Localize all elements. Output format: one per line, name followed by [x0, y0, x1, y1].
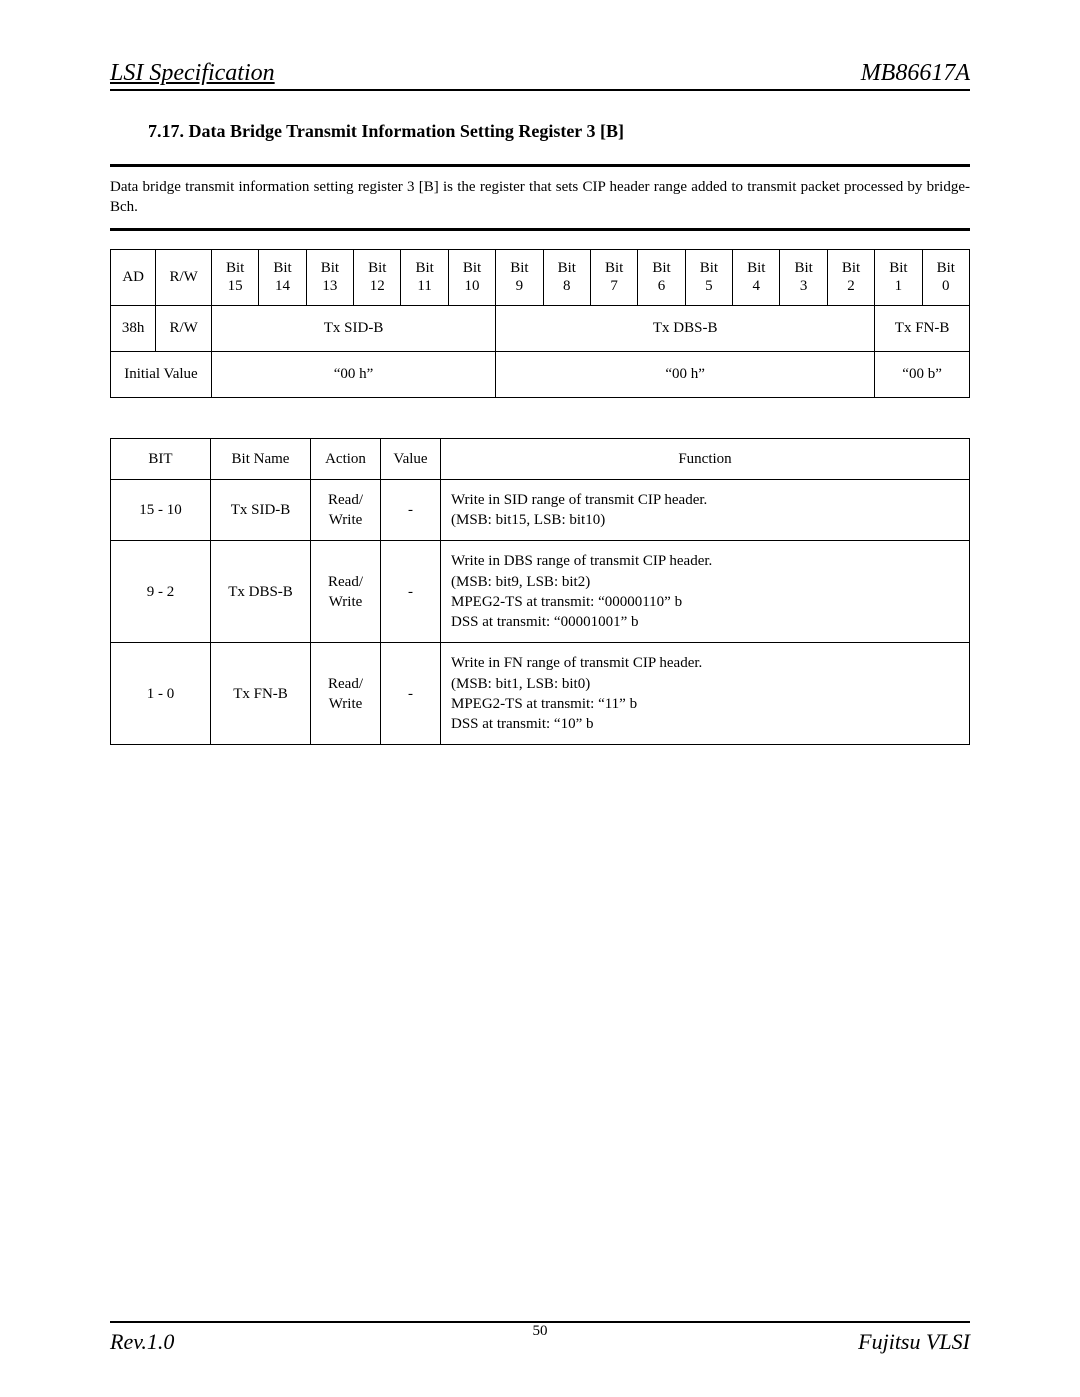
bit-header-cell: Bit4: [733, 249, 780, 305]
header-right: MB86617A: [861, 60, 970, 87]
bit-header-cell: Bit10: [448, 249, 495, 305]
bit-initial-label: Initial Value: [111, 351, 212, 397]
rule-bottom: [110, 228, 970, 231]
section-title: 7.17. Data Bridge Transmit Information S…: [148, 121, 970, 142]
bit-initial-value: “00 h”: [496, 351, 875, 397]
func-desc: Write in SID range of transmit CIP heade…: [441, 479, 970, 541]
func-header-func: Function: [441, 438, 970, 479]
func-value: -: [381, 643, 441, 745]
bit-initial-value: “00 h”: [211, 351, 495, 397]
header-left: LSI Specification: [110, 60, 275, 87]
func-header-action: Action: [311, 438, 381, 479]
page-footer: Rev.1.0 50 Fujitsu VLSI: [110, 1321, 970, 1355]
bit-initial-value: “00 b”: [875, 351, 970, 397]
bit-rw: R/W: [156, 305, 212, 351]
func-value: -: [381, 479, 441, 541]
bit-field: Tx SID-B: [211, 305, 495, 351]
bit-header-cell: Bit6: [638, 249, 685, 305]
page-header: LSI Specification MB86617A: [110, 60, 970, 91]
func-bit: 9 - 2: [111, 541, 211, 643]
bit-initial-row: Initial Value “00 h” “00 h” “00 b”: [111, 351, 970, 397]
func-action: Read/Write: [311, 541, 381, 643]
bit-header-cell: Bit15: [211, 249, 258, 305]
bit-header-rw: R/W: [156, 249, 212, 305]
func-name: Tx DBS-B: [211, 541, 311, 643]
func-value: -: [381, 541, 441, 643]
func-row: 9 - 2 Tx DBS-B Read/Write - Write in DBS…: [111, 541, 970, 643]
func-desc: Write in DBS range of transmit CIP heade…: [441, 541, 970, 643]
bit-header-cell: Bit1: [875, 249, 922, 305]
func-desc: Write in FN range of transmit CIP header…: [441, 643, 970, 745]
func-header-name: Bit Name: [211, 438, 311, 479]
bit-header-cell: Bit12: [354, 249, 401, 305]
func-bit: 1 - 0: [111, 643, 211, 745]
func-header-row: BIT Bit Name Action Value Function: [111, 438, 970, 479]
footer-page-number: 50: [533, 1323, 548, 1340]
footer-left: Rev.1.0: [110, 1329, 174, 1355]
func-name: Tx FN-B: [211, 643, 311, 745]
bit-header-cell: Bit0: [922, 249, 969, 305]
func-action: Read/Write: [311, 479, 381, 541]
bit-field: Tx DBS-B: [496, 305, 875, 351]
page: LSI Specification MB86617A 7.17. Data Br…: [0, 0, 1080, 1397]
section-description: Data bridge transmit information setting…: [110, 177, 970, 218]
bit-field: Tx FN-B: [875, 305, 970, 351]
func-row: 15 - 10 Tx SID-B Read/Write - Write in S…: [111, 479, 970, 541]
bit-layout-table: AD R/W Bit15 Bit14 Bit13 Bit12 Bit11 Bit…: [110, 249, 970, 398]
bit-header-cell: Bit11: [401, 249, 448, 305]
footer-right: Fujitsu VLSI: [858, 1329, 970, 1355]
func-bit: 15 - 10: [111, 479, 211, 541]
bit-header-cell: Bit13: [306, 249, 353, 305]
func-header-value: Value: [381, 438, 441, 479]
bit-header-cell: Bit7: [590, 249, 637, 305]
bit-header-ad: AD: [111, 249, 156, 305]
func-row: 1 - 0 Tx FN-B Read/Write - Write in FN r…: [111, 643, 970, 745]
func-name: Tx SID-B: [211, 479, 311, 541]
func-action: Read/Write: [311, 643, 381, 745]
bit-ad: 38h: [111, 305, 156, 351]
bit-field-row: 38h R/W Tx SID-B Tx DBS-B Tx FN-B: [111, 305, 970, 351]
rule-top: [110, 164, 970, 167]
func-header-bit: BIT: [111, 438, 211, 479]
function-table: BIT Bit Name Action Value Function 15 - …: [110, 438, 970, 746]
bit-header-cell: Bit14: [259, 249, 306, 305]
bit-header-cell: Bit3: [780, 249, 827, 305]
bit-header-cell: Bit2: [827, 249, 874, 305]
bit-header-cell: Bit8: [543, 249, 590, 305]
bit-header-cell: Bit9: [496, 249, 543, 305]
bit-header-row: AD R/W Bit15 Bit14 Bit13 Bit12 Bit11 Bit…: [111, 249, 970, 305]
bit-header-cell: Bit5: [685, 249, 732, 305]
